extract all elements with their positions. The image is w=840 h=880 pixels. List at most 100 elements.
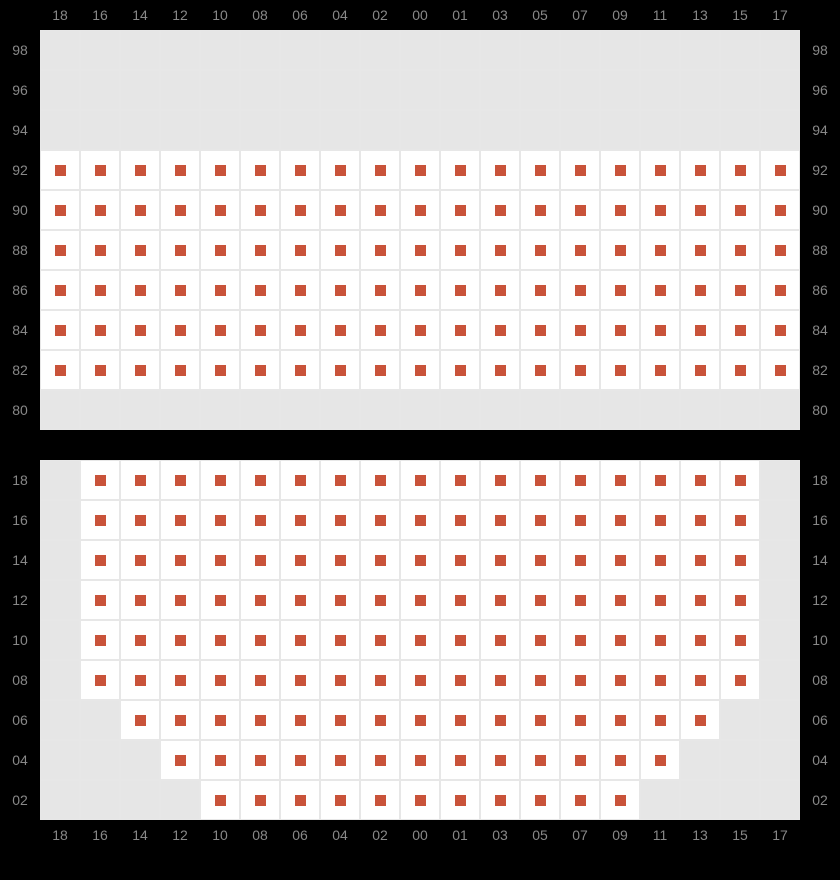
seat-cell[interactable] (720, 270, 760, 310)
seat-cell[interactable] (600, 660, 640, 700)
seat-cell[interactable] (600, 350, 640, 390)
seat-cell[interactable] (120, 460, 160, 500)
seat-cell[interactable] (280, 620, 320, 660)
seat-cell[interactable] (440, 780, 480, 820)
seat-cell[interactable] (600, 580, 640, 620)
seat-cell[interactable] (720, 620, 760, 660)
seat-cell[interactable] (80, 310, 120, 350)
seat-cell[interactable] (360, 150, 400, 190)
seat-cell[interactable] (480, 230, 520, 270)
seat-cell[interactable] (560, 580, 600, 620)
seat-cell[interactable] (120, 270, 160, 310)
seat-cell[interactable] (280, 150, 320, 190)
seat-cell[interactable] (640, 500, 680, 540)
seat-cell[interactable] (240, 190, 280, 230)
seat-cell[interactable] (640, 660, 680, 700)
seat-cell[interactable] (280, 460, 320, 500)
seat-cell[interactable] (720, 190, 760, 230)
seat-cell[interactable] (400, 700, 440, 740)
seat-cell[interactable] (280, 270, 320, 310)
seat-cell[interactable] (440, 270, 480, 310)
seat-cell[interactable] (400, 310, 440, 350)
seat-cell[interactable] (360, 660, 400, 700)
seat-cell[interactable] (600, 460, 640, 500)
seat-cell[interactable] (600, 700, 640, 740)
seat-cell[interactable] (680, 660, 720, 700)
seat-cell[interactable] (200, 660, 240, 700)
seat-cell[interactable] (320, 150, 360, 190)
seat-cell[interactable] (240, 460, 280, 500)
seat-cell[interactable] (640, 740, 680, 780)
seat-cell[interactable] (680, 150, 720, 190)
seat-cell[interactable] (560, 190, 600, 230)
seat-cell[interactable] (280, 700, 320, 740)
seat-cell[interactable] (360, 190, 400, 230)
seat-cell[interactable] (480, 460, 520, 500)
seat-cell[interactable] (320, 580, 360, 620)
seat-cell[interactable] (240, 350, 280, 390)
seat-cell[interactable] (560, 350, 600, 390)
seat-cell[interactable] (440, 460, 480, 500)
seat-cell[interactable] (640, 190, 680, 230)
seat-cell[interactable] (80, 270, 120, 310)
seat-cell[interactable] (80, 500, 120, 540)
seat-cell[interactable] (160, 270, 200, 310)
seat-cell[interactable] (480, 580, 520, 620)
seat-cell[interactable] (320, 310, 360, 350)
seat-cell[interactable] (320, 230, 360, 270)
seat-cell[interactable] (200, 350, 240, 390)
seat-cell[interactable] (160, 350, 200, 390)
seat-cell[interactable] (200, 310, 240, 350)
seat-cell[interactable] (280, 500, 320, 540)
seat-cell[interactable] (720, 500, 760, 540)
seat-cell[interactable] (520, 150, 560, 190)
seat-cell[interactable] (80, 620, 120, 660)
seat-cell[interactable] (440, 190, 480, 230)
seat-cell[interactable] (400, 230, 440, 270)
seat-cell[interactable] (80, 660, 120, 700)
seat-cell[interactable] (40, 350, 80, 390)
seat-cell[interactable] (680, 620, 720, 660)
seat-cell[interactable] (760, 350, 800, 390)
seat-cell[interactable] (440, 150, 480, 190)
seat-cell[interactable] (480, 700, 520, 740)
seat-cell[interactable] (200, 700, 240, 740)
seat-cell[interactable] (680, 580, 720, 620)
seat-cell[interactable] (640, 230, 680, 270)
seat-cell[interactable] (680, 270, 720, 310)
seat-cell[interactable] (720, 660, 760, 700)
seat-cell[interactable] (120, 700, 160, 740)
seat-cell[interactable] (200, 540, 240, 580)
seat-cell[interactable] (240, 540, 280, 580)
seat-cell[interactable] (360, 580, 400, 620)
seat-cell[interactable] (560, 620, 600, 660)
seat-cell[interactable] (240, 580, 280, 620)
seat-cell[interactable] (640, 580, 680, 620)
seat-cell[interactable] (80, 580, 120, 620)
seat-cell[interactable] (280, 780, 320, 820)
seat-cell[interactable] (120, 230, 160, 270)
seat-cell[interactable] (160, 190, 200, 230)
seat-cell[interactable] (600, 150, 640, 190)
seat-cell[interactable] (320, 540, 360, 580)
seat-cell[interactable] (680, 500, 720, 540)
seat-cell[interactable] (280, 190, 320, 230)
seat-cell[interactable] (160, 620, 200, 660)
seat-cell[interactable] (560, 740, 600, 780)
seat-cell[interactable] (160, 700, 200, 740)
seat-cell[interactable] (520, 700, 560, 740)
seat-cell[interactable] (400, 660, 440, 700)
seat-cell[interactable] (600, 500, 640, 540)
seat-cell[interactable] (560, 540, 600, 580)
seat-cell[interactable] (120, 620, 160, 660)
seat-cell[interactable] (160, 460, 200, 500)
seat-cell[interactable] (200, 150, 240, 190)
seat-cell[interactable] (440, 350, 480, 390)
seat-cell[interactable] (120, 350, 160, 390)
seat-cell[interactable] (320, 740, 360, 780)
seat-cell[interactable] (760, 310, 800, 350)
seat-cell[interactable] (360, 620, 400, 660)
seat-cell[interactable] (640, 150, 680, 190)
seat-cell[interactable] (280, 660, 320, 700)
seat-cell[interactable] (400, 620, 440, 660)
